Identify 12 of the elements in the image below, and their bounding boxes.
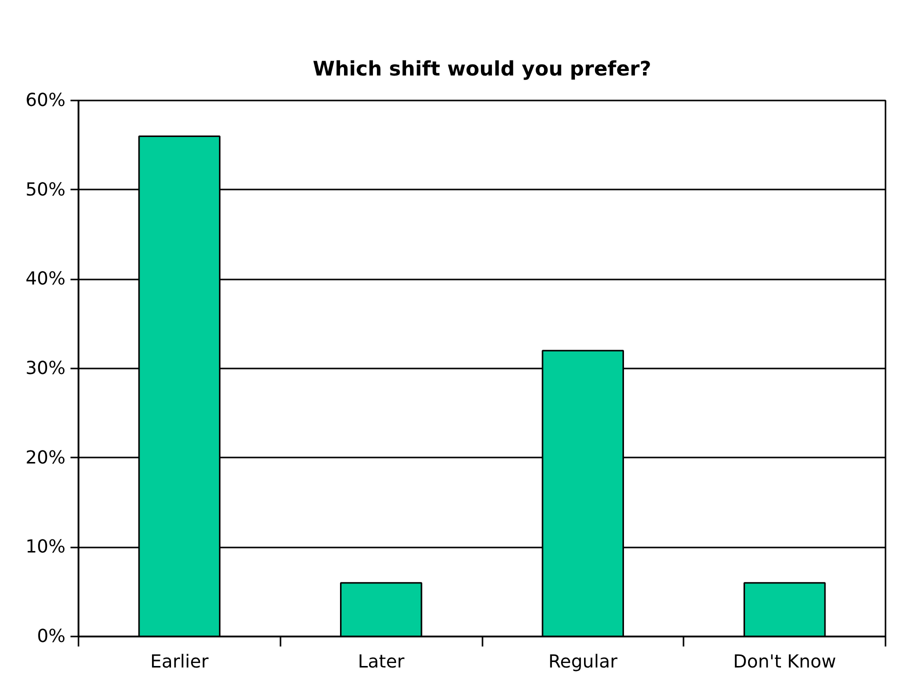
x-tick-label: Earlier <box>150 652 210 672</box>
y-tick-label: 50% <box>25 179 66 200</box>
y-tick-label: 20% <box>25 447 66 468</box>
x-tick-label: Regular <box>548 652 618 672</box>
chart-title: Which shift would you prefer? <box>312 56 652 80</box>
y-tick-label: 0% <box>36 626 66 647</box>
x-tick-label: Don't Know <box>733 652 836 672</box>
y-tick-label: 10% <box>25 536 66 558</box>
y-tick-label: 60% <box>25 90 66 111</box>
y-tick-label: 40% <box>25 268 66 290</box>
y-tick-label: 30% <box>25 358 66 379</box>
x-tick-label: Later <box>358 652 406 672</box>
